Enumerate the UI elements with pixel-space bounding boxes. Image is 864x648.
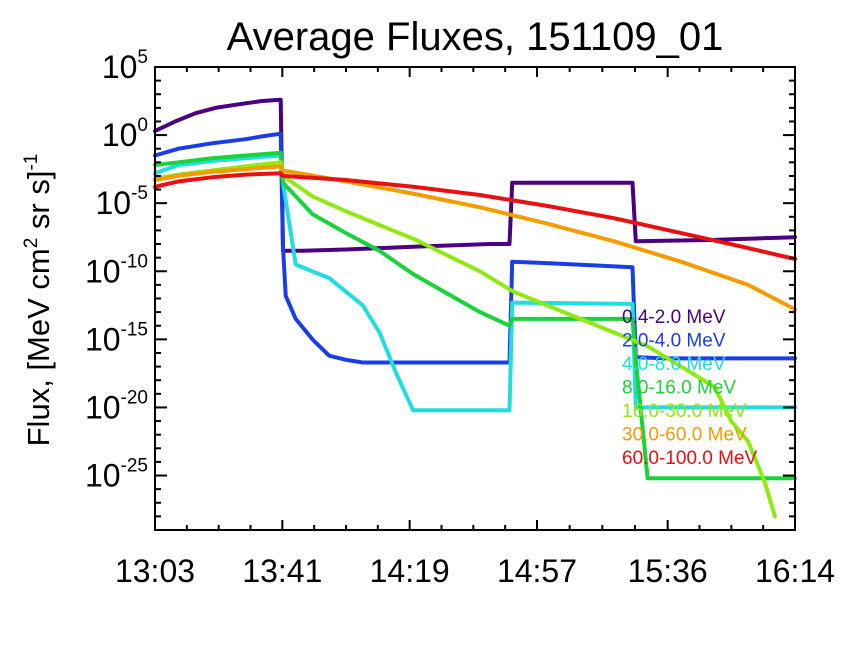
x-axis-ticks: 13:03 13:41 14:19 14:57 15:36 16:14 — [115, 67, 835, 589]
y-tick-label-6: 10-20 — [85, 387, 148, 425]
y-axis-ticks: 105 100 10-5 10-10 10-15 10-20 10-25 — [85, 47, 795, 531]
series-line-6 — [153, 164, 797, 312]
series-line-4 — [153, 150, 797, 481]
y-tick-label-7: 10-25 — [85, 456, 148, 494]
x-tick-label-5: 15:36 — [628, 553, 708, 589]
y-tick-label-5: 10-15 — [85, 319, 148, 357]
legend-entry-7: 60.0-100.0 MeV — [622, 448, 758, 469]
x-tick-label-3: 14:19 — [370, 553, 450, 589]
series-line-7 — [153, 171, 797, 261]
y-axis-label-sup2: -1 — [21, 154, 42, 171]
series-layer — [153, 97, 797, 519]
x-tick-label-4: 14:57 — [497, 553, 577, 589]
x-tick-label-2: 13:41 — [242, 553, 322, 589]
y-tick-label-4: 10-10 — [85, 251, 148, 289]
legend-entry-6: 30.0-60.0 MeV — [622, 425, 747, 446]
legend-entry-5: 16.0-30.0 MeV — [622, 401, 747, 422]
y-axis-label: Flux, [MeV cm2 sr s]-1 — [21, 154, 56, 447]
series-line-2 — [153, 131, 797, 365]
series-line-5 — [153, 160, 777, 519]
series-line-1 — [153, 97, 797, 253]
y-tick-label-1: 105 — [102, 47, 148, 85]
y-axis-label-text: Flux, [MeV cm — [21, 248, 56, 446]
legend-entry-3: 4.0-8.0 MeV — [622, 354, 726, 375]
x-tick-label-6: 16:14 — [755, 553, 835, 589]
y-axis-label-mid: sr s] — [21, 171, 56, 238]
x-tick-label-1: 13:03 — [115, 553, 195, 589]
y-tick-label-2: 100 — [102, 115, 148, 153]
legend-entry-2: 2.0-4.0 MeV — [622, 331, 726, 352]
series-line-3 — [153, 153, 797, 413]
legend-entry-1: 0.4-2.0 MeV — [622, 307, 726, 328]
legend-entry-4: 8.0-16.0 MeV — [622, 378, 736, 399]
y-tick-label-3: 10-5 — [96, 183, 149, 221]
svg-text:Flux, [MeV cm2 sr s]-1: Flux, [MeV cm2 sr s]-1 — [21, 154, 56, 447]
chart-title: Average Fluxes, 151109_01 — [227, 15, 724, 59]
y-axis-label-sup1: 2 — [21, 238, 42, 249]
